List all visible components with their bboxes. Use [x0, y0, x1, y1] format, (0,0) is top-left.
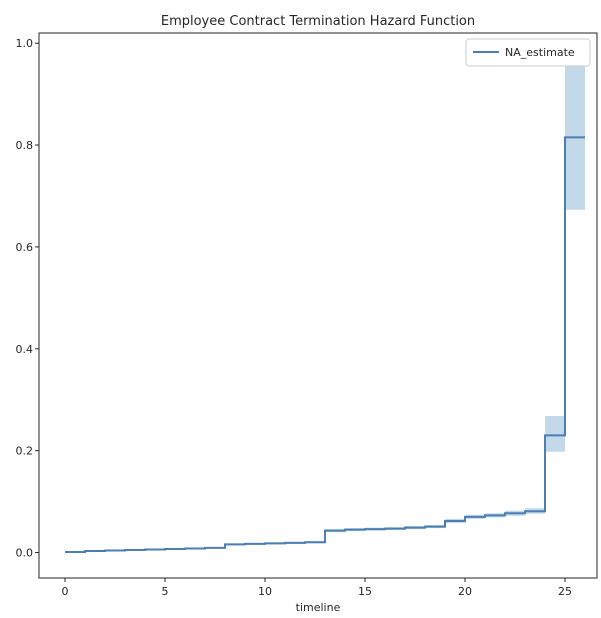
legend-box	[465, 38, 591, 67]
x-axis: 0 5 10 15 20 25	[62, 578, 572, 598]
y-tick-label: 0.4	[16, 343, 34, 356]
series-line-na-estimate	[65, 136, 585, 553]
y-tick-label: 1.0	[16, 37, 34, 50]
x-tick-label: 25	[558, 585, 572, 598]
y-tick-label: 0.0	[16, 547, 34, 560]
y-tick-label: 0.6	[16, 241, 34, 254]
x-tick-label: 0	[62, 585, 69, 598]
x-tick-label: 15	[358, 585, 372, 598]
x-tick-label: 20	[458, 585, 472, 598]
x-axis-label: timeline	[296, 601, 341, 614]
y-tick-label: 0.2	[16, 445, 34, 458]
chart-title: Employee Contract Termination Hazard Fun…	[161, 14, 475, 29]
x-tick-label: 5	[162, 585, 169, 598]
legend-label-na-estimate: NA_estimate	[505, 46, 575, 59]
x-tick-label: 10	[258, 585, 272, 598]
legend: NA_estimate	[465, 38, 591, 67]
plot-area	[65, 55, 585, 553]
y-tick-label: 0.8	[16, 139, 34, 152]
axes-frame	[38, 32, 598, 579]
y-axis: 0.0 0.2 0.4 0.6 0.8 1.0	[16, 37, 39, 560]
